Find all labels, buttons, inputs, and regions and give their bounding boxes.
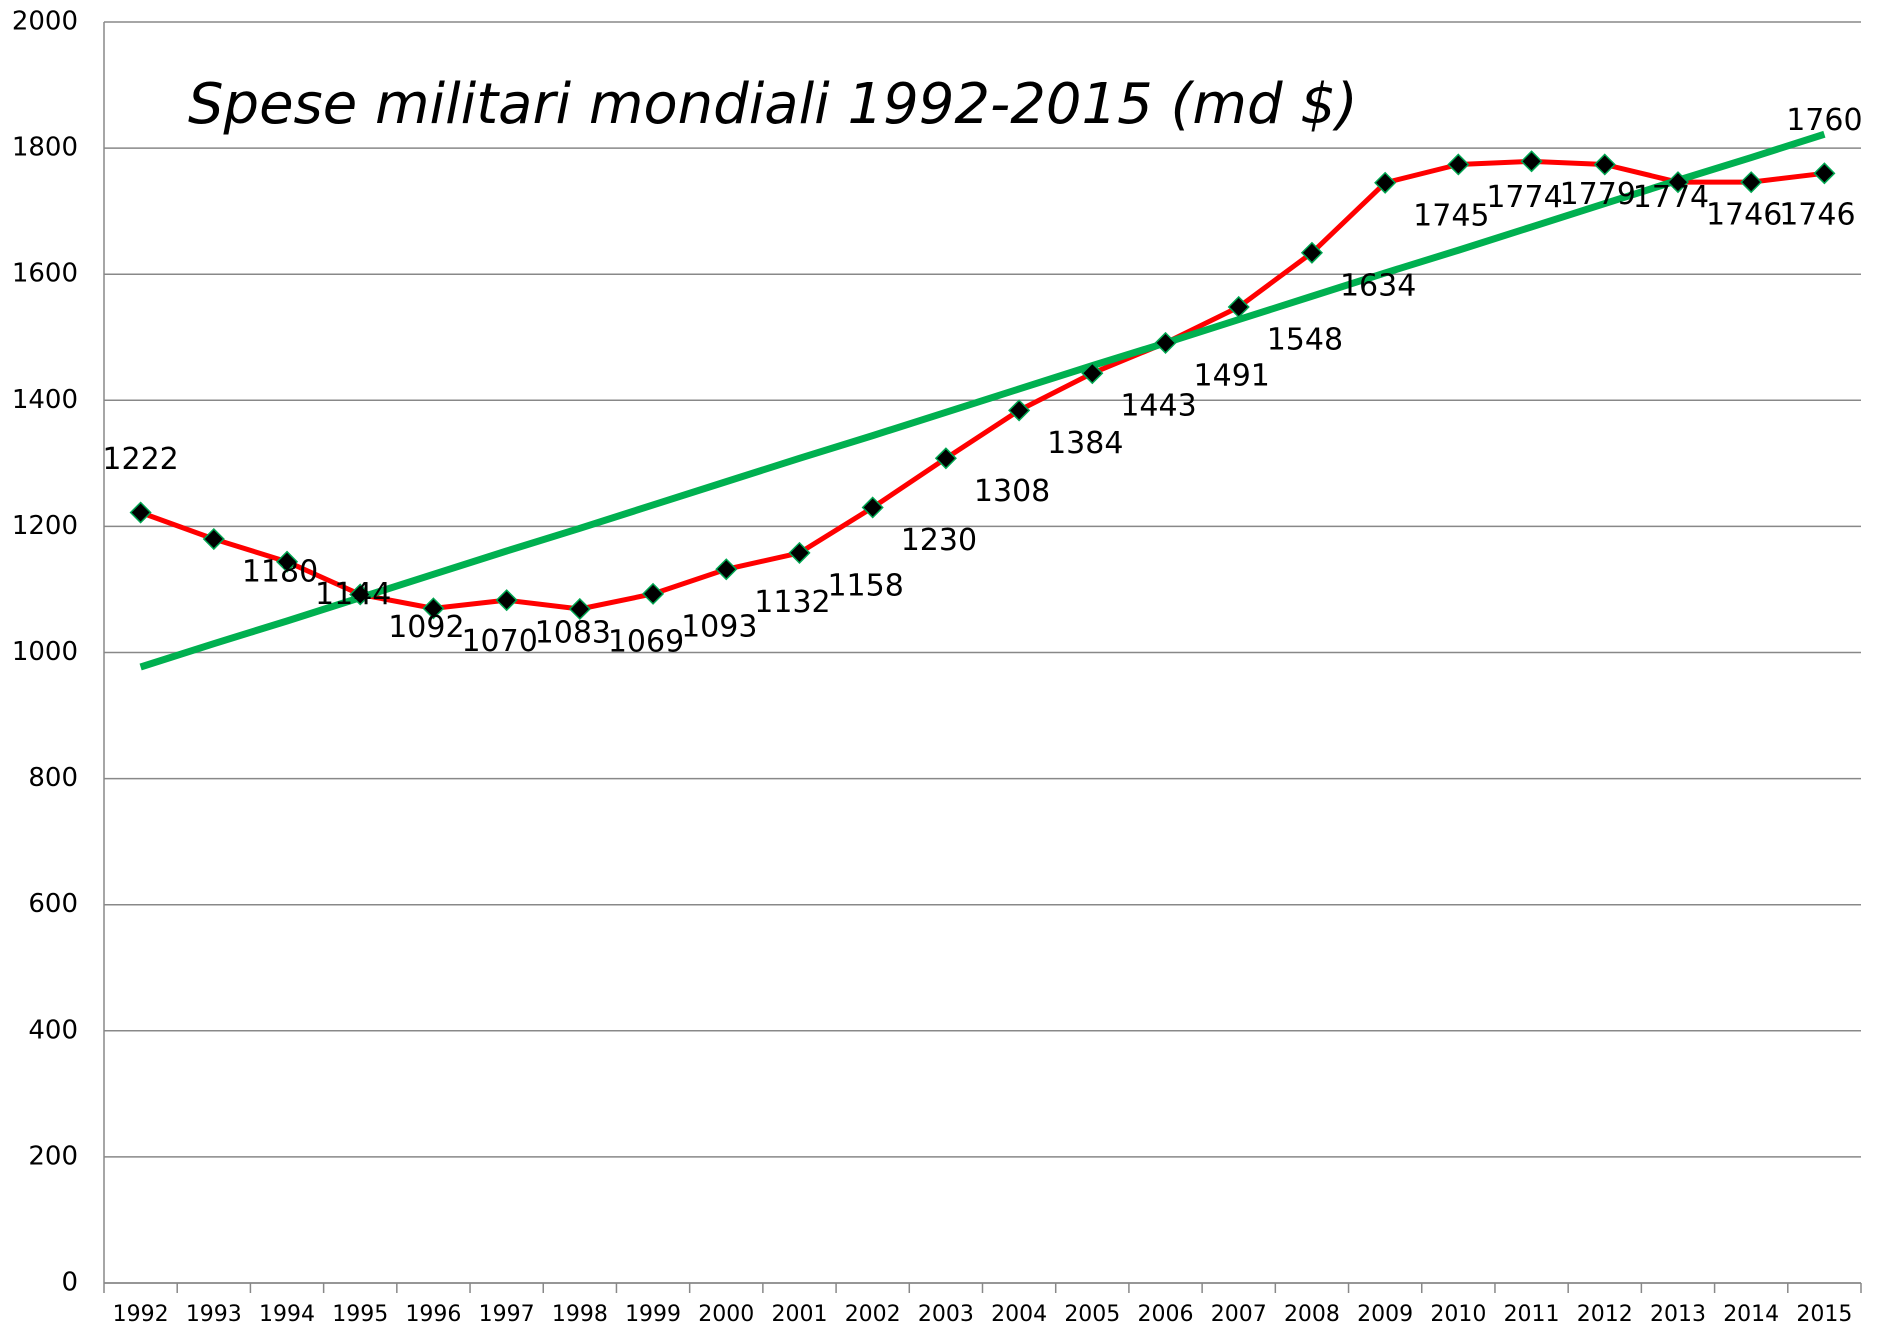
data-label: 1634 — [1340, 268, 1416, 303]
marker — [788, 541, 811, 564]
series-line — [139, 158, 1825, 612]
x-tick-label: 2015 — [1796, 1302, 1852, 1327]
x-tick-label: 2001 — [771, 1302, 827, 1327]
x-tick-label: 2005 — [1064, 1302, 1120, 1327]
marker — [349, 583, 372, 606]
marker — [1154, 331, 1177, 354]
marker — [715, 558, 738, 581]
y-tick-label: 400 — [28, 1015, 78, 1045]
marker — [642, 582, 665, 605]
marker — [422, 597, 445, 620]
data-label: 1230 — [901, 523, 977, 558]
marker — [568, 597, 591, 621]
marker — [1081, 362, 1104, 385]
x-tick-label: 2013 — [1650, 1302, 1706, 1327]
x-tick-label: 2006 — [1138, 1302, 1194, 1327]
x-tick-label: 1997 — [479, 1302, 535, 1327]
marker — [1300, 241, 1324, 264]
data-label: 1491 — [1194, 358, 1270, 393]
marker — [1666, 171, 1690, 194]
chart-title: Spese militari mondiali 1992-2015 (md $) — [188, 72, 1358, 137]
data-label: 1144 — [315, 577, 391, 612]
x-tick-label: 2000 — [698, 1302, 754, 1327]
data-label: 1746 — [1779, 198, 1855, 233]
data-label: 1069 — [608, 624, 684, 659]
x-tick-label: 1994 — [259, 1302, 315, 1327]
marker — [1227, 295, 1250, 319]
data-label: 1180 — [242, 555, 318, 590]
data-label: 1774 — [1633, 180, 1709, 215]
x-tick-label: 1995 — [332, 1302, 388, 1327]
y-tick-label: 1800 — [12, 133, 78, 163]
marker — [1520, 150, 1543, 173]
data-label: 1548 — [1267, 322, 1343, 357]
marker — [202, 527, 225, 551]
y-tick-label: 0 — [61, 1268, 78, 1298]
marker — [129, 501, 152, 524]
data-label: 1308 — [974, 474, 1050, 509]
marker — [1447, 153, 1470, 176]
data-label: 1745 — [1413, 198, 1489, 233]
y-tick-label: 1600 — [12, 259, 78, 289]
y-tick-label: 800 — [28, 763, 78, 793]
y-tick-label: 600 — [28, 889, 78, 919]
marker — [1374, 171, 1397, 194]
marker — [1593, 153, 1616, 176]
x-tick-label: 2012 — [1577, 1302, 1633, 1327]
x-tick-label: 2014 — [1723, 1302, 1779, 1327]
data-label: 1093 — [681, 609, 757, 644]
x-tick-label: 2007 — [1211, 1302, 1267, 1327]
y-tick-label: 200 — [28, 1141, 78, 1171]
marker — [275, 550, 299, 573]
data-label: 1384 — [1047, 426, 1123, 461]
data-label: 1779 — [1560, 177, 1636, 212]
marker — [934, 447, 957, 470]
x-tick-label: 2002 — [845, 1302, 901, 1327]
data-label: 1132 — [754, 585, 830, 620]
x-tick-label: 2003 — [918, 1302, 974, 1327]
x-tick-label: 1999 — [625, 1302, 681, 1327]
x-tick-label: 2011 — [1504, 1302, 1560, 1327]
data-label: 1083 — [535, 616, 611, 651]
x-tick-label: 2008 — [1284, 1302, 1340, 1327]
data-label: 1774 — [1486, 180, 1562, 215]
y-tick-label: 2000 — [12, 7, 78, 37]
marker — [1740, 171, 1763, 194]
series-line — [139, 130, 1826, 671]
data-label: 1443 — [1120, 389, 1196, 424]
y-tick-label: 1000 — [12, 637, 78, 667]
data-label: 1746 — [1706, 198, 1782, 233]
y-tick-label: 1400 — [12, 385, 78, 415]
x-tick-label: 1998 — [552, 1302, 608, 1327]
marker — [1813, 162, 1836, 185]
x-tick-label: 2009 — [1357, 1302, 1413, 1327]
marker — [1008, 399, 1031, 422]
data-label: 1092 — [388, 610, 464, 645]
x-tick-label: 2010 — [1430, 1302, 1486, 1327]
marker — [861, 496, 884, 519]
data-label: 1070 — [461, 624, 537, 659]
marker — [495, 589, 518, 612]
y-tick-label: 1200 — [12, 511, 78, 541]
data-label: 1158 — [827, 568, 903, 603]
x-tick-label: 1993 — [186, 1302, 242, 1327]
data-label: 1222 — [102, 442, 178, 477]
data-label: 1760 — [1786, 103, 1862, 138]
x-tick-label: 1992 — [113, 1302, 169, 1327]
x-tick-label: 1996 — [405, 1302, 461, 1327]
x-tick-label: 2004 — [991, 1302, 1047, 1327]
